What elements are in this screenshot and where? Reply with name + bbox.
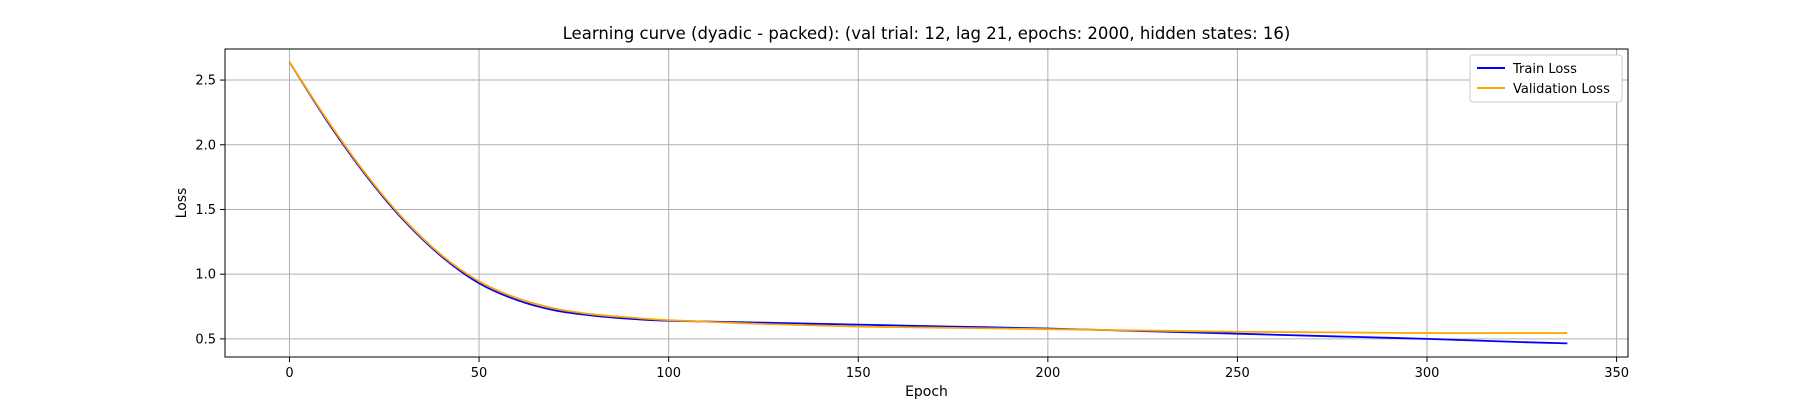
plot-frame <box>224 48 1629 358</box>
y-tick-label: 2.5 <box>195 74 216 89</box>
series-line-train-loss <box>288 61 1568 345</box>
y-tick-label: 2.0 <box>195 138 216 153</box>
x-tick-label: 50 <box>471 366 488 381</box>
x-axis-label: Epoch <box>905 384 948 400</box>
legend-label-train-loss: Train Loss <box>1512 62 1577 77</box>
x-tick-label: 250 <box>1225 366 1250 381</box>
series-lines <box>288 61 1568 345</box>
legend-box <box>1469 54 1623 103</box>
x-tick-label: 0 <box>285 366 293 381</box>
x-tick-label: 350 <box>1604 366 1629 381</box>
y-tick-label: 1.0 <box>195 268 216 283</box>
legend: Train Loss Validation Loss <box>1469 54 1623 103</box>
x-tick-label: 200 <box>1035 366 1060 381</box>
axis-ticks: 0 50 100 150 200 250 300 350 0.5 1.0 1.5 2.0 2.5 <box>195 74 1629 381</box>
y-tick-label: 1.5 <box>195 203 216 218</box>
y-tick-label: 0.5 <box>195 332 216 347</box>
grid <box>225 49 1628 357</box>
y-axis-label: Loss <box>174 188 190 219</box>
legend-label-validation-loss: Validation Loss <box>1513 82 1610 97</box>
x-tick-label: 150 <box>846 366 871 381</box>
chart-title: Learning curve (dyadic - packed): (val t… <box>563 24 1291 43</box>
series-line-validation-loss <box>288 61 1568 335</box>
x-tick-label: 300 <box>1415 366 1440 381</box>
x-tick-label: 100 <box>656 366 681 381</box>
